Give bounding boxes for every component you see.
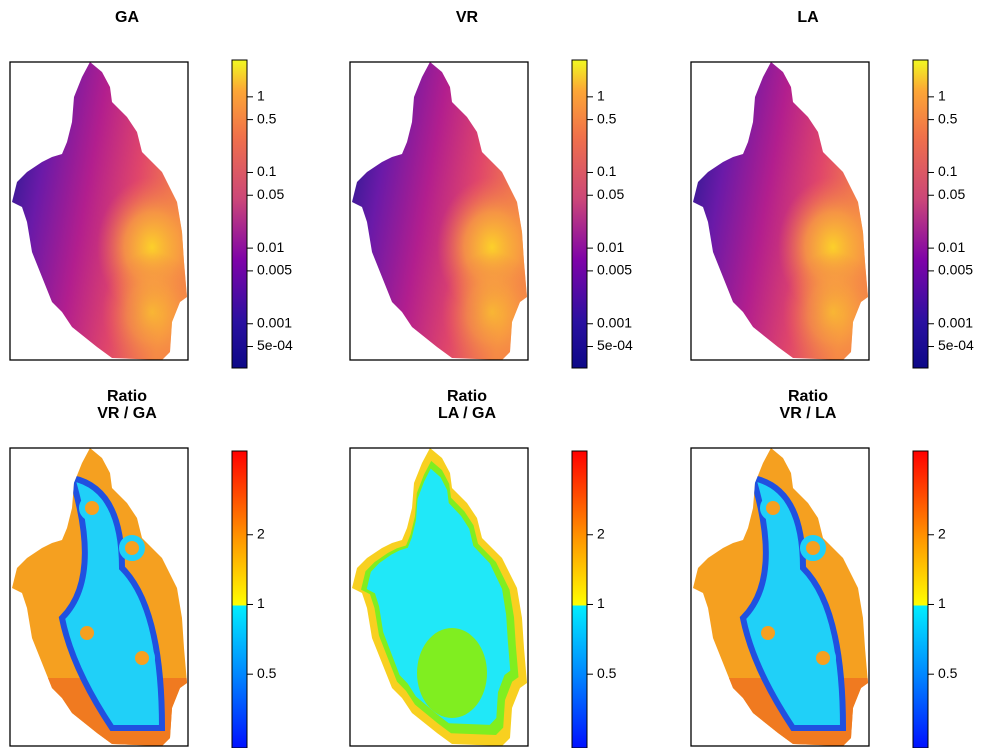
map-zone <box>810 645 836 671</box>
panel: GA 1 0.5 0.1 0.05 0.01 0.005 0.001 5e-04 <box>9 9 293 369</box>
colorbar-tick-label: 0.001 <box>938 314 973 330</box>
colorbar-tick-label: 0.1 <box>938 163 958 179</box>
colorbar <box>571 59 588 369</box>
panel-title: LA <box>797 9 819 26</box>
map-zone <box>74 620 100 646</box>
colorbar-tick-label: 2 <box>938 525 946 541</box>
panel-title: VR / LA <box>780 405 837 422</box>
colorbar-tick-label: 5e-04 <box>938 337 974 353</box>
map-frame <box>690 61 870 361</box>
map-frame <box>349 61 529 361</box>
map <box>352 62 527 360</box>
map <box>693 448 868 746</box>
colorbar-tick-label: 0.5 <box>257 665 277 681</box>
colorbar-tick-label: 5e-04 <box>597 337 633 353</box>
colorbar-tick-label: 0.1 <box>597 163 617 179</box>
colorbar-tick-label: 2 <box>597 525 605 541</box>
colorbar-tick-label: 0.05 <box>938 186 965 202</box>
colorbar-tick-label: 0.01 <box>597 239 624 255</box>
colorbar-tick-label: 0.005 <box>257 262 292 278</box>
colorbar-tick-label: 2 <box>257 525 265 541</box>
panel-title: Ratio <box>788 388 828 405</box>
map-frame <box>690 447 870 747</box>
map-frame <box>349 447 529 747</box>
colorbar <box>912 450 929 748</box>
map <box>352 448 527 746</box>
map-zone <box>129 645 155 671</box>
colorbar-tick-label: 0.05 <box>257 186 284 202</box>
panel-title: Ratio <box>107 388 147 405</box>
panel-title: VR / GA <box>97 405 157 422</box>
map-zone <box>800 535 826 561</box>
map-hotspot <box>442 252 527 360</box>
map-zone <box>79 495 105 521</box>
colorbar-tick-label: 0.5 <box>597 110 617 126</box>
colorbar-tick-label: 0.01 <box>938 239 965 255</box>
colorbar-tick-label: 0.001 <box>597 314 632 330</box>
colorbar-tick-label: 1 <box>938 88 946 104</box>
colorbar-tick-label: 1 <box>938 595 946 611</box>
colorbar-tick-label: 0.005 <box>597 262 632 278</box>
panel-title: Ratio <box>447 388 487 405</box>
colorbar <box>231 59 248 369</box>
colorbar-tick-label: 0.5 <box>938 665 958 681</box>
map-zone <box>417 628 487 718</box>
colorbar-tick-label: 0.005 <box>938 262 973 278</box>
map-frame <box>9 61 189 361</box>
colorbar <box>571 450 588 748</box>
panels: GA 1 0.5 0.1 0.05 0.01 0.005 0.001 5e-04 VR 1 0.5 0.… <box>9 9 974 748</box>
map-zone <box>119 535 145 561</box>
map-hotspot <box>102 252 187 360</box>
panel: VR 1 0.5 0.1 0.05 0.01 0.005 0.001 5e-04 <box>349 9 633 369</box>
colorbar <box>912 59 929 369</box>
panel-title: VR <box>456 9 479 26</box>
colorbar-tick-label: 1 <box>597 595 605 611</box>
colorbar-tick-label: 1 <box>597 88 605 104</box>
colorbar-tick-label: 0.5 <box>597 665 617 681</box>
panel-title: LA / GA <box>438 405 497 422</box>
map <box>12 448 187 746</box>
map-frame <box>9 447 189 747</box>
colorbar <box>231 450 248 748</box>
panel-title: GA <box>115 9 139 26</box>
colorbar-tick-label: 1 <box>257 595 265 611</box>
map-zone <box>755 620 781 646</box>
map-zone <box>760 495 786 521</box>
colorbar-tick-label: 0.5 <box>257 110 277 126</box>
panel: LA 1 0.5 0.1 0.05 0.01 0.005 0.001 5e-04 <box>690 9 974 369</box>
colorbar-tick-label: 1 <box>257 88 265 104</box>
colorbar-tick-label: 5e-04 <box>257 337 293 353</box>
colorbar-tick-label: 0.01 <box>257 239 284 255</box>
colorbar-tick-label: 0.001 <box>257 314 292 330</box>
map <box>693 62 868 360</box>
colorbar-tick-label: 0.1 <box>257 163 277 179</box>
colorbar-tick-label: 0.05 <box>597 186 624 202</box>
map-hotspot <box>783 252 868 360</box>
colorbar-tick-label: 0.5 <box>938 110 958 126</box>
map <box>12 62 187 360</box>
